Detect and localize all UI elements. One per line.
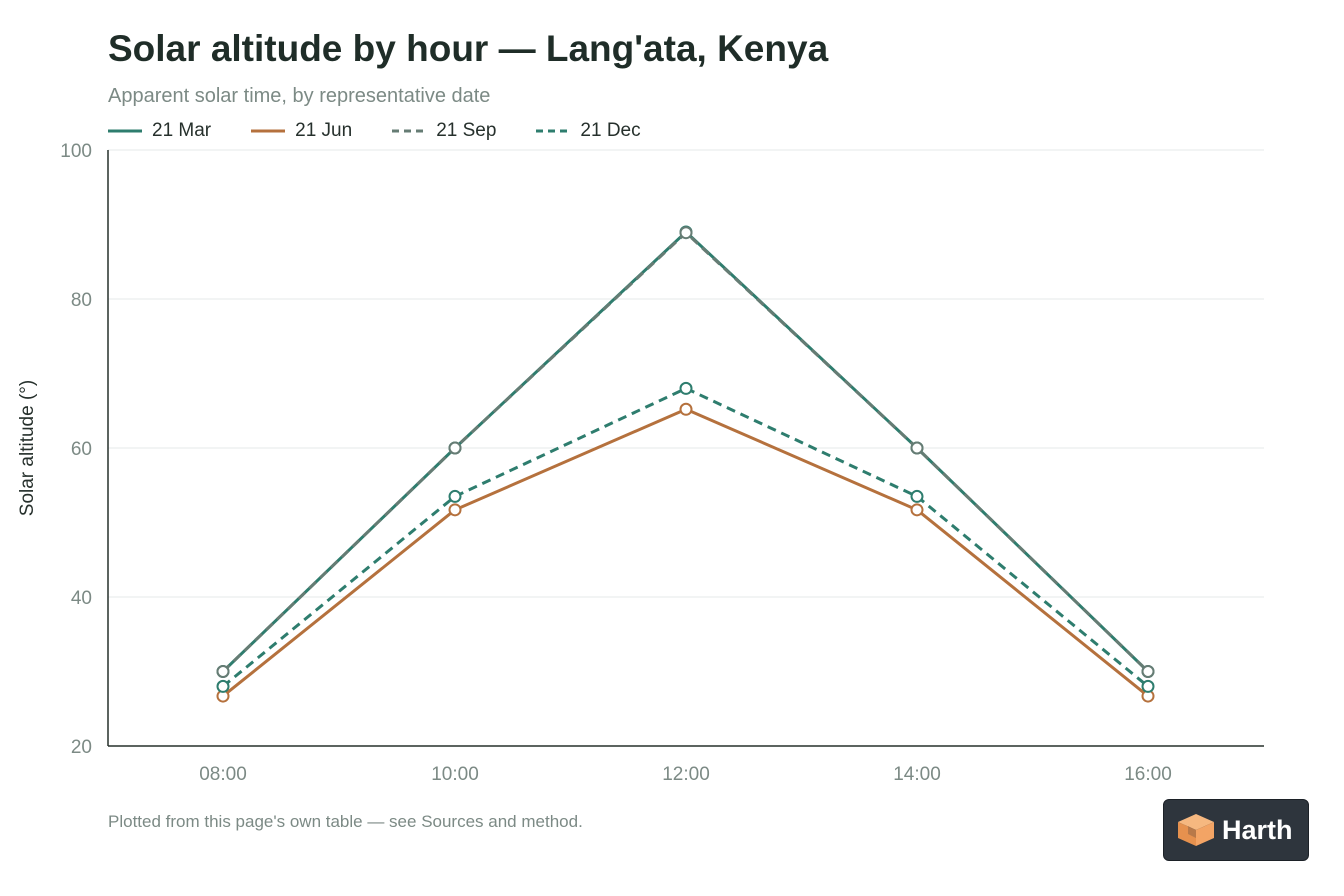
data-point-21-sep: [1141, 665, 1155, 678]
data-point-21-dec: [1141, 679, 1155, 693]
chart-title: Solar altitude by hour — Lang'ata, Kenya: [108, 28, 829, 69]
chart-subtitle: Apparent solar time, by representative d…: [108, 85, 491, 107]
brand-name: Harth: [1222, 814, 1293, 845]
x-tick-label: 14:00: [893, 764, 941, 785]
y-tick-label: 80: [71, 290, 92, 311]
legend-swatch-sep: [392, 129, 427, 133]
x-tick-label: 12:00: [662, 764, 710, 785]
data-point-21-dec: [910, 489, 924, 503]
legend-label-sep: 21 Sep: [436, 120, 497, 141]
legend-item-jun: 21 Jun: [251, 120, 352, 142]
legend-swatch-mar: [108, 129, 142, 133]
legend-item-mar: 21 Mar: [108, 120, 211, 142]
data-point-21-dec: [216, 679, 230, 693]
y-tick-label: 40: [71, 588, 92, 609]
data-point-21-dec: [448, 489, 462, 503]
data-point-21-sep: [216, 665, 230, 678]
chart-legend: 21 Mar 21 Jun 21 Sep 21 Dec: [108, 120, 681, 142]
data-point-21-sep: [679, 226, 693, 240]
data-point-21-sep: [448, 441, 462, 455]
x-tick-label: 08:00: [199, 764, 247, 785]
legend-swatch-jun: [251, 129, 286, 133]
footnote: Plotted from this page's own table — see…: [108, 812, 583, 831]
data-point-21-jun: [910, 503, 924, 517]
data-point-21-sep: [910, 441, 924, 455]
x-tick-label: 16:00: [1124, 764, 1172, 785]
legend-item-sep: 21 Sep: [392, 120, 496, 142]
legend-label-dec: 21 Dec: [580, 120, 641, 141]
series-line-21-dec: [222, 386, 1149, 688]
series-line-21-jun: [222, 407, 1149, 698]
series-line-21-mar: [221, 230, 1150, 673]
y-tick-label: 20: [71, 737, 92, 758]
y-tick-label: 60: [71, 439, 92, 460]
y-tick-label: 100: [60, 141, 92, 162]
data-point-21-jun: [679, 402, 693, 416]
data-point-21-dec: [679, 381, 693, 395]
legend-swatch-dec: [536, 129, 571, 133]
cube-logo-icon: [1178, 814, 1214, 846]
x-tick-label: 10:00: [431, 764, 479, 785]
harth-badge[interactable]: Harth: [1163, 799, 1309, 861]
legend-label-mar: 21 Mar: [152, 120, 212, 141]
data-point-21-jun: [448, 503, 462, 517]
legend-item-dec: 21 Dec: [536, 120, 641, 142]
legend-label-jun: 21 Jun: [295, 120, 353, 141]
